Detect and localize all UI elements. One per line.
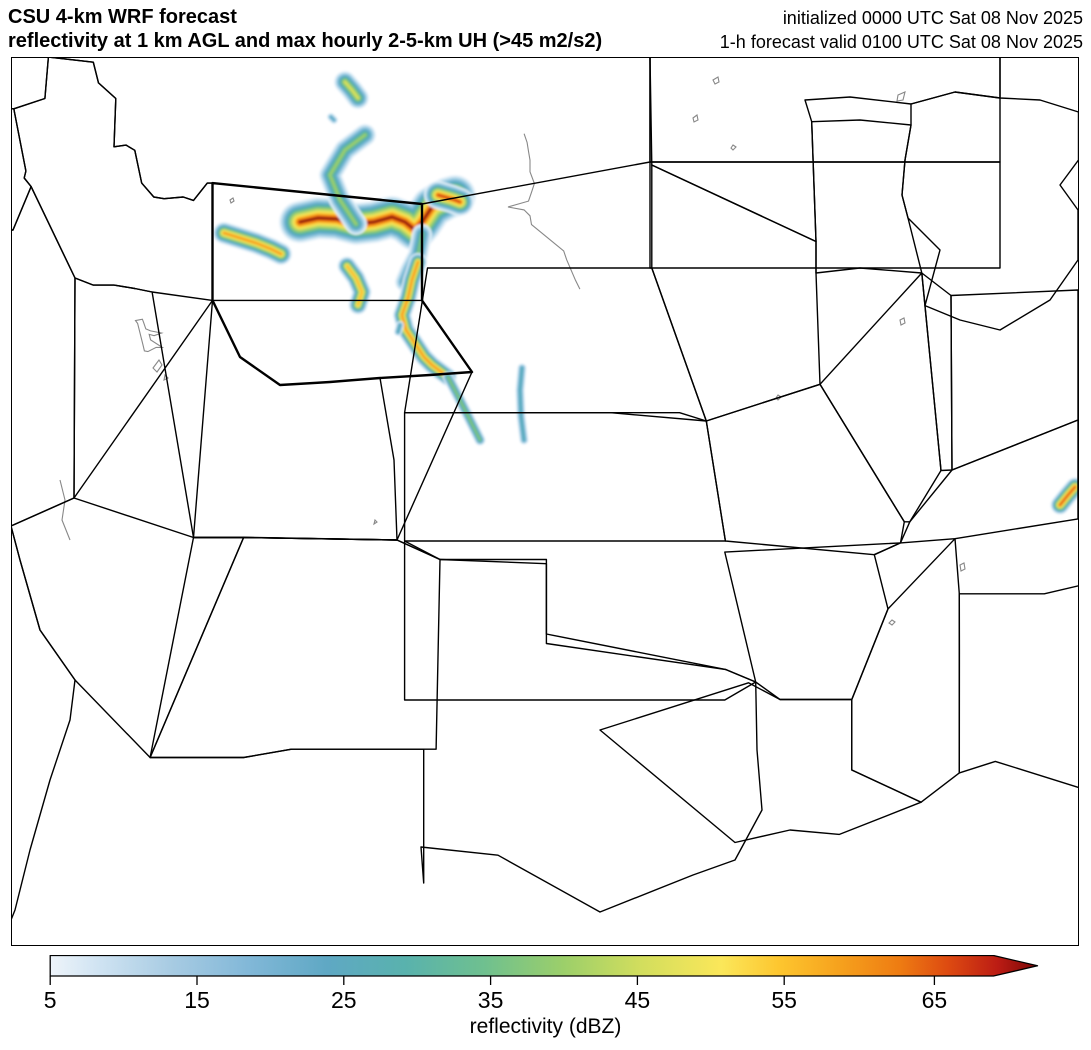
svg-text:35: 35 [478,987,504,1013]
svg-text:15: 15 [184,987,210,1013]
svg-text:65: 65 [922,987,948,1013]
svg-text:45: 45 [625,987,651,1013]
svg-text:55: 55 [771,987,797,1013]
svg-text:25: 25 [331,987,357,1013]
svg-text:5: 5 [44,987,57,1013]
